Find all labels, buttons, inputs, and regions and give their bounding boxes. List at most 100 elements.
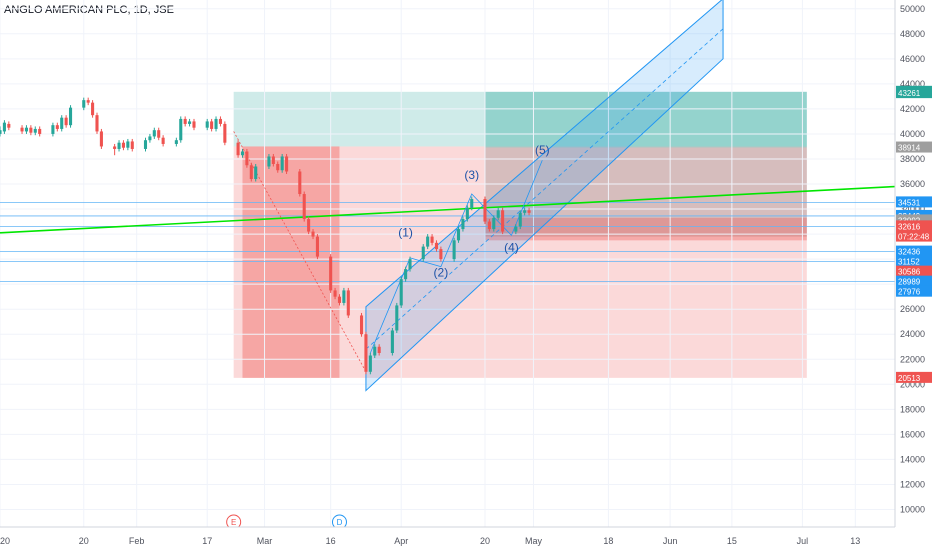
price-tag-label: 43261 [898, 89, 921, 98]
candle-body [399, 279, 403, 306]
candle-body [492, 217, 496, 230]
candle-body [236, 142, 240, 156]
candle-body [527, 210, 531, 213]
price-tag-label: 30586 [898, 268, 921, 277]
candle-body [126, 141, 130, 148]
x-tick-label: 20 [480, 536, 490, 546]
candle-body [452, 240, 456, 260]
candle-body [29, 127, 33, 133]
candle-body [130, 141, 134, 149]
y-tick-label: 26000 [900, 304, 925, 314]
y-tick-label: 24000 [900, 329, 925, 339]
price-tag-label: 27976 [898, 288, 921, 297]
x-tick-label: 20 [79, 536, 89, 546]
candle-body [346, 290, 350, 316]
candle-body [210, 121, 214, 129]
candle-body [483, 199, 487, 222]
long-stop-zone [484, 217, 807, 241]
wave-path [369, 160, 543, 354]
y-tick-label: 20000 [900, 379, 925, 389]
y-tick-label: 18000 [900, 404, 925, 414]
x-tick-label: Mar [257, 536, 273, 546]
candle-body [395, 305, 399, 331]
y-tick-label: 16000 [900, 429, 925, 439]
candle-body [214, 118, 218, 129]
candle-body [143, 140, 148, 149]
candle-body [254, 166, 258, 180]
candle-body [311, 231, 315, 237]
candle-body [501, 210, 505, 232]
y-tick-label: 34000 [900, 204, 925, 214]
y-tick-label: 10000 [900, 504, 925, 514]
candle-body [496, 210, 500, 218]
chart-title: ANGLO AMERICAN PLC, 1D, JSE [4, 4, 174, 16]
wave-label: (5) [535, 143, 550, 157]
event-marker-label: D [337, 518, 343, 527]
x-tick-label: May [525, 536, 543, 546]
candle-body [514, 226, 518, 232]
candle-body [117, 142, 121, 149]
annotation-layer: (1) (2) (3) (4) (5) E D [226, 143, 550, 530]
candle-body [188, 121, 192, 124]
y-tick-label: 38000 [900, 154, 925, 164]
candle-body [148, 136, 152, 141]
candle-body [461, 219, 465, 230]
candle-body [307, 219, 311, 232]
candle-body [179, 118, 183, 141]
candle-body [55, 125, 59, 129]
candle-body [285, 156, 289, 172]
candle-body [518, 212, 522, 227]
price-tag [896, 255, 932, 267]
y-tick-label: 48000 [900, 29, 925, 39]
candle-body [38, 128, 42, 134]
candle-body [465, 207, 469, 220]
candle-body [487, 221, 491, 230]
channel-midline [365, 28, 724, 350]
price-tag [896, 245, 932, 257]
candle-body [434, 242, 439, 250]
candle-body [271, 156, 275, 164]
x-tick-label: Apr [394, 536, 408, 546]
candle-body [20, 127, 24, 132]
x-tick-label: 17 [202, 536, 212, 546]
candle-body [121, 142, 125, 148]
price-tag [896, 196, 932, 208]
price-tag [896, 87, 932, 99]
candle-body [152, 130, 156, 137]
x-tick-label: Feb [129, 536, 145, 546]
candle-body [373, 346, 377, 356]
price-tag [896, 275, 932, 287]
x-tick-label: Jun [663, 536, 678, 546]
price-tag [896, 371, 932, 383]
y-tick-label: 36000 [900, 179, 925, 189]
candle-body [337, 296, 342, 303]
drop-zone [242, 146, 340, 378]
candle-body [302, 194, 306, 220]
candle-body [368, 355, 372, 372]
long-target-zone [484, 91, 807, 148]
candle-body [249, 165, 253, 180]
candle-body [64, 117, 68, 126]
price-tag [896, 214, 932, 226]
candle-body [60, 117, 64, 129]
x-tick-label: 13 [850, 536, 860, 546]
price-tag-label: 38914 [898, 144, 921, 153]
wave-label: (3) [464, 168, 479, 182]
candle-body [439, 249, 443, 260]
y-tick-label: 40000 [900, 129, 925, 139]
y-tick-label: 50000 [900, 4, 925, 14]
candle-body [218, 118, 222, 124]
price-tag [896, 220, 932, 232]
candle-body [523, 210, 527, 213]
candle-body [280, 156, 284, 171]
candle-body [240, 151, 245, 156]
x-tick-label: 15 [727, 536, 737, 546]
y-tick-label: 12000 [900, 479, 925, 489]
candle-body [82, 100, 86, 108]
candle-body [329, 256, 333, 291]
candle-body [192, 121, 196, 128]
candle-body [430, 236, 434, 243]
